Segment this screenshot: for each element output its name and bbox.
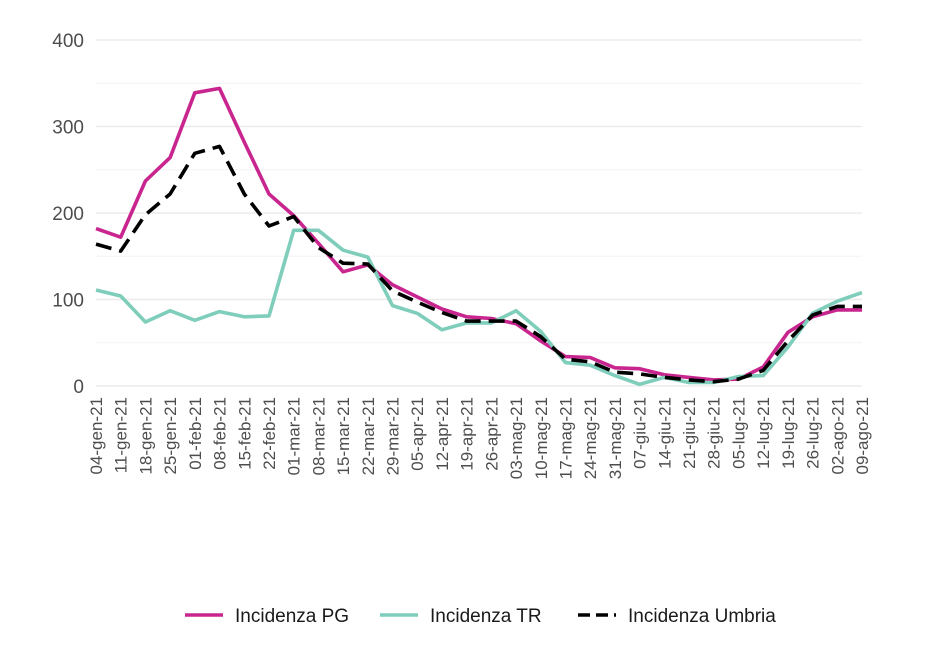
x-tick-label: 31-mag-21: [606, 397, 625, 479]
x-tick-label: 15-feb-21: [235, 397, 254, 470]
x-tick-label: 11-gen-21: [112, 397, 131, 473]
x-tick-label: 28-giu-21: [705, 397, 724, 469]
x-tick-label: 04-gen-21: [87, 397, 106, 475]
y-tick-label: 400: [52, 31, 84, 52]
series-line-incidenza-pg: [95, 86, 862, 382]
y-axis-ticks: 0 100 200 300 400: [52, 31, 84, 398]
grid-lines: [96, 39, 862, 387]
series-lines: [95, 86, 863, 387]
x-tick-label: 19-lug-21: [779, 397, 798, 469]
x-axis-ticks: 04-gen-21 11-gen-21 18-gen-21 25-gen-21 01-f…: [87, 397, 872, 479]
legend-label: Incidenza Umbria: [628, 606, 776, 627]
series-line-incidenza-umbria: [95, 144, 862, 384]
x-tick-label: 12-apr-21: [433, 397, 452, 471]
x-tick-label: 08-mar-21: [309, 397, 328, 475]
x-tick-label: 12-lug-21: [754, 397, 773, 469]
x-tick-label: 05-apr-21: [408, 397, 427, 471]
x-tick-label: 10-mag-21: [532, 397, 551, 479]
y-tick-label: 200: [52, 204, 84, 225]
x-tick-label: 01-mar-21: [285, 397, 304, 475]
y-tick-label: 100: [52, 291, 84, 312]
x-tick-label: 29-mar-21: [384, 397, 403, 475]
x-tick-label: 26-lug-21: [804, 397, 823, 469]
y-tick-label: 300: [52, 118, 84, 139]
x-tick-label: 22-mar-21: [359, 397, 378, 475]
x-tick-label: 15-mar-21: [334, 397, 353, 475]
x-tick-label: 02-ago-21: [828, 397, 847, 475]
x-tick-label: 07-giu-21: [631, 397, 650, 469]
x-tick-label: 17-mag-21: [556, 397, 575, 479]
legend-label: Incidenza PG: [235, 606, 349, 627]
x-tick-label: 21-giu-21: [680, 397, 699, 469]
y-tick-label: 0: [73, 377, 84, 398]
x-tick-label: 01-feb-21: [186, 397, 205, 470]
x-tick-label: 24-mag-21: [581, 397, 600, 479]
x-tick-label: 18-gen-21: [136, 397, 155, 475]
x-tick-label: 26-apr-21: [482, 397, 501, 471]
x-tick-label: 22-feb-21: [260, 397, 279, 470]
x-tick-label: 25-gen-21: [161, 397, 180, 475]
x-tick-label: 03-mag-21: [507, 397, 526, 479]
legend-label: Incidenza TR: [430, 606, 542, 627]
x-tick-label: 09-ago-21: [853, 397, 872, 475]
series-line-incidenza-tr: [95, 228, 863, 387]
x-tick-label: 05-lug-21: [729, 397, 748, 469]
legend: Incidenza PG Incidenza TR Incidenza Umbria: [185, 606, 776, 627]
x-tick-label: 19-apr-21: [458, 397, 477, 471]
x-tick-label: 08-feb-21: [211, 397, 230, 470]
x-tick-label: 14-giu-21: [655, 397, 674, 469]
